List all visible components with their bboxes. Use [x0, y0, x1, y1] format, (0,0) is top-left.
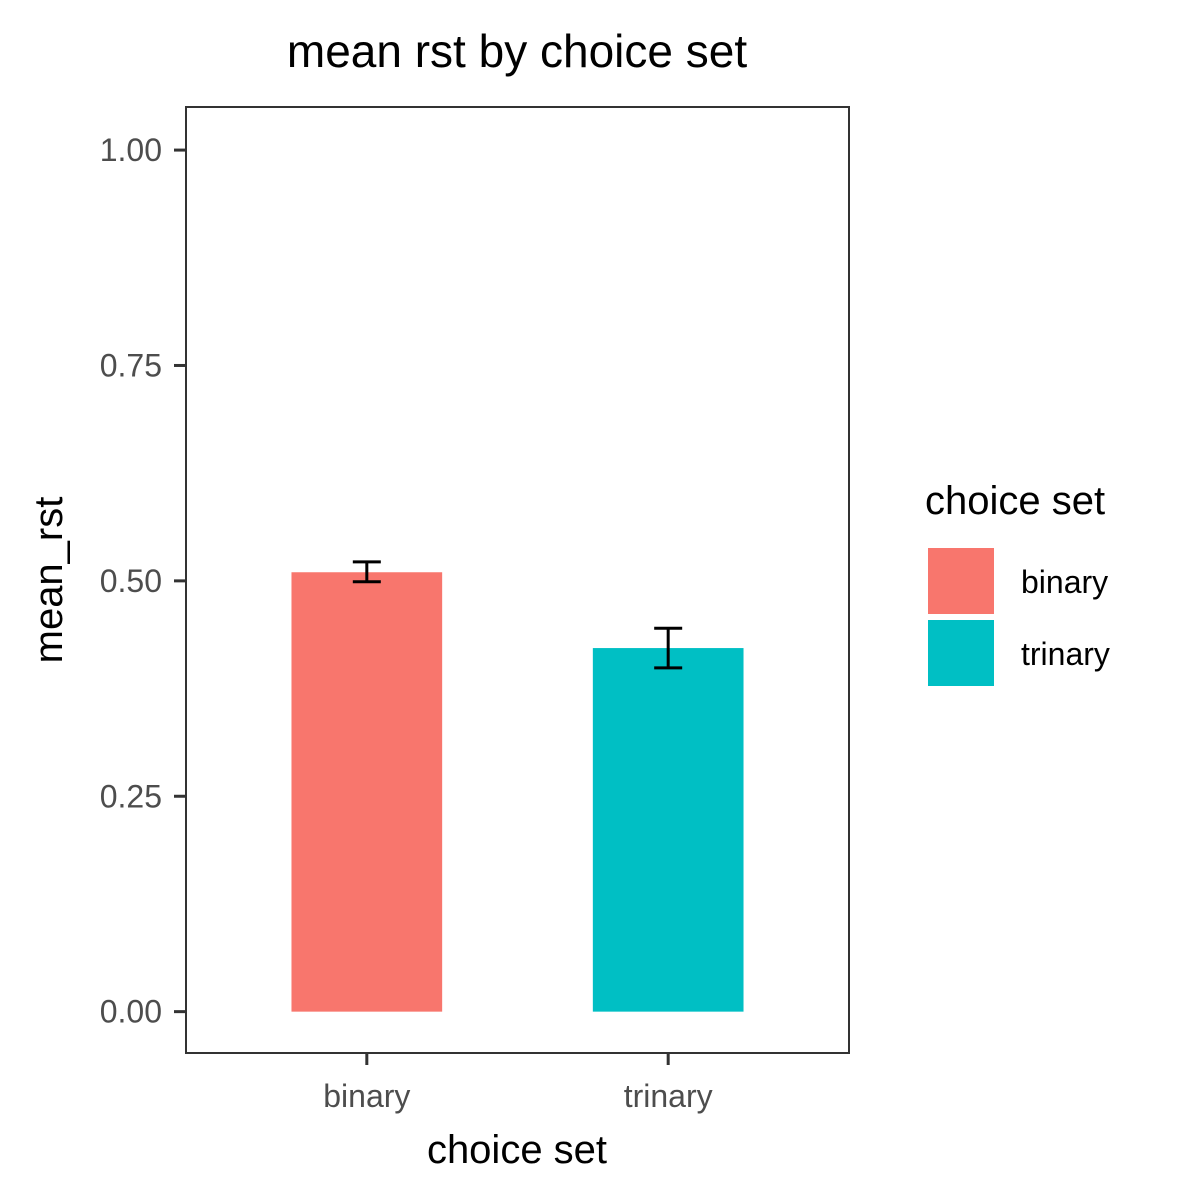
y-axis: 0.00 0.25 0.50 0.75 1.00: [100, 132, 186, 1030]
y-tick-label: 0.75: [100, 347, 162, 383]
legend-title: choice set: [925, 479, 1105, 523]
y-axis-title: mean_rst: [27, 497, 71, 664]
legend-label-trinary: trinary: [1021, 636, 1110, 672]
legend-swatch-trinary: [928, 620, 994, 686]
chart-title: mean rst by choice set: [287, 25, 747, 77]
x-axis-title: choice set: [427, 1128, 607, 1172]
y-tick-label: 0.25: [100, 778, 162, 814]
error-bars-group: [352, 560, 683, 670]
bar-binary: [291, 572, 443, 1012]
y-tick-label: 1.00: [100, 132, 162, 168]
x-axis: binary trinary: [323, 1053, 713, 1114]
bars-group: [291, 572, 744, 1012]
bar-trinary: [592, 648, 744, 1012]
legend: choice set binary trinary: [925, 479, 1110, 686]
y-tick-label: 0.50: [100, 563, 162, 599]
x-tick-label: binary: [323, 1078, 410, 1114]
legend-label-binary: binary: [1021, 564, 1108, 600]
x-tick-label: trinary: [624, 1078, 713, 1114]
legend-swatch-binary: [928, 548, 994, 614]
y-tick-label: 0.00: [100, 994, 162, 1030]
plot-panel: [185, 106, 850, 1054]
